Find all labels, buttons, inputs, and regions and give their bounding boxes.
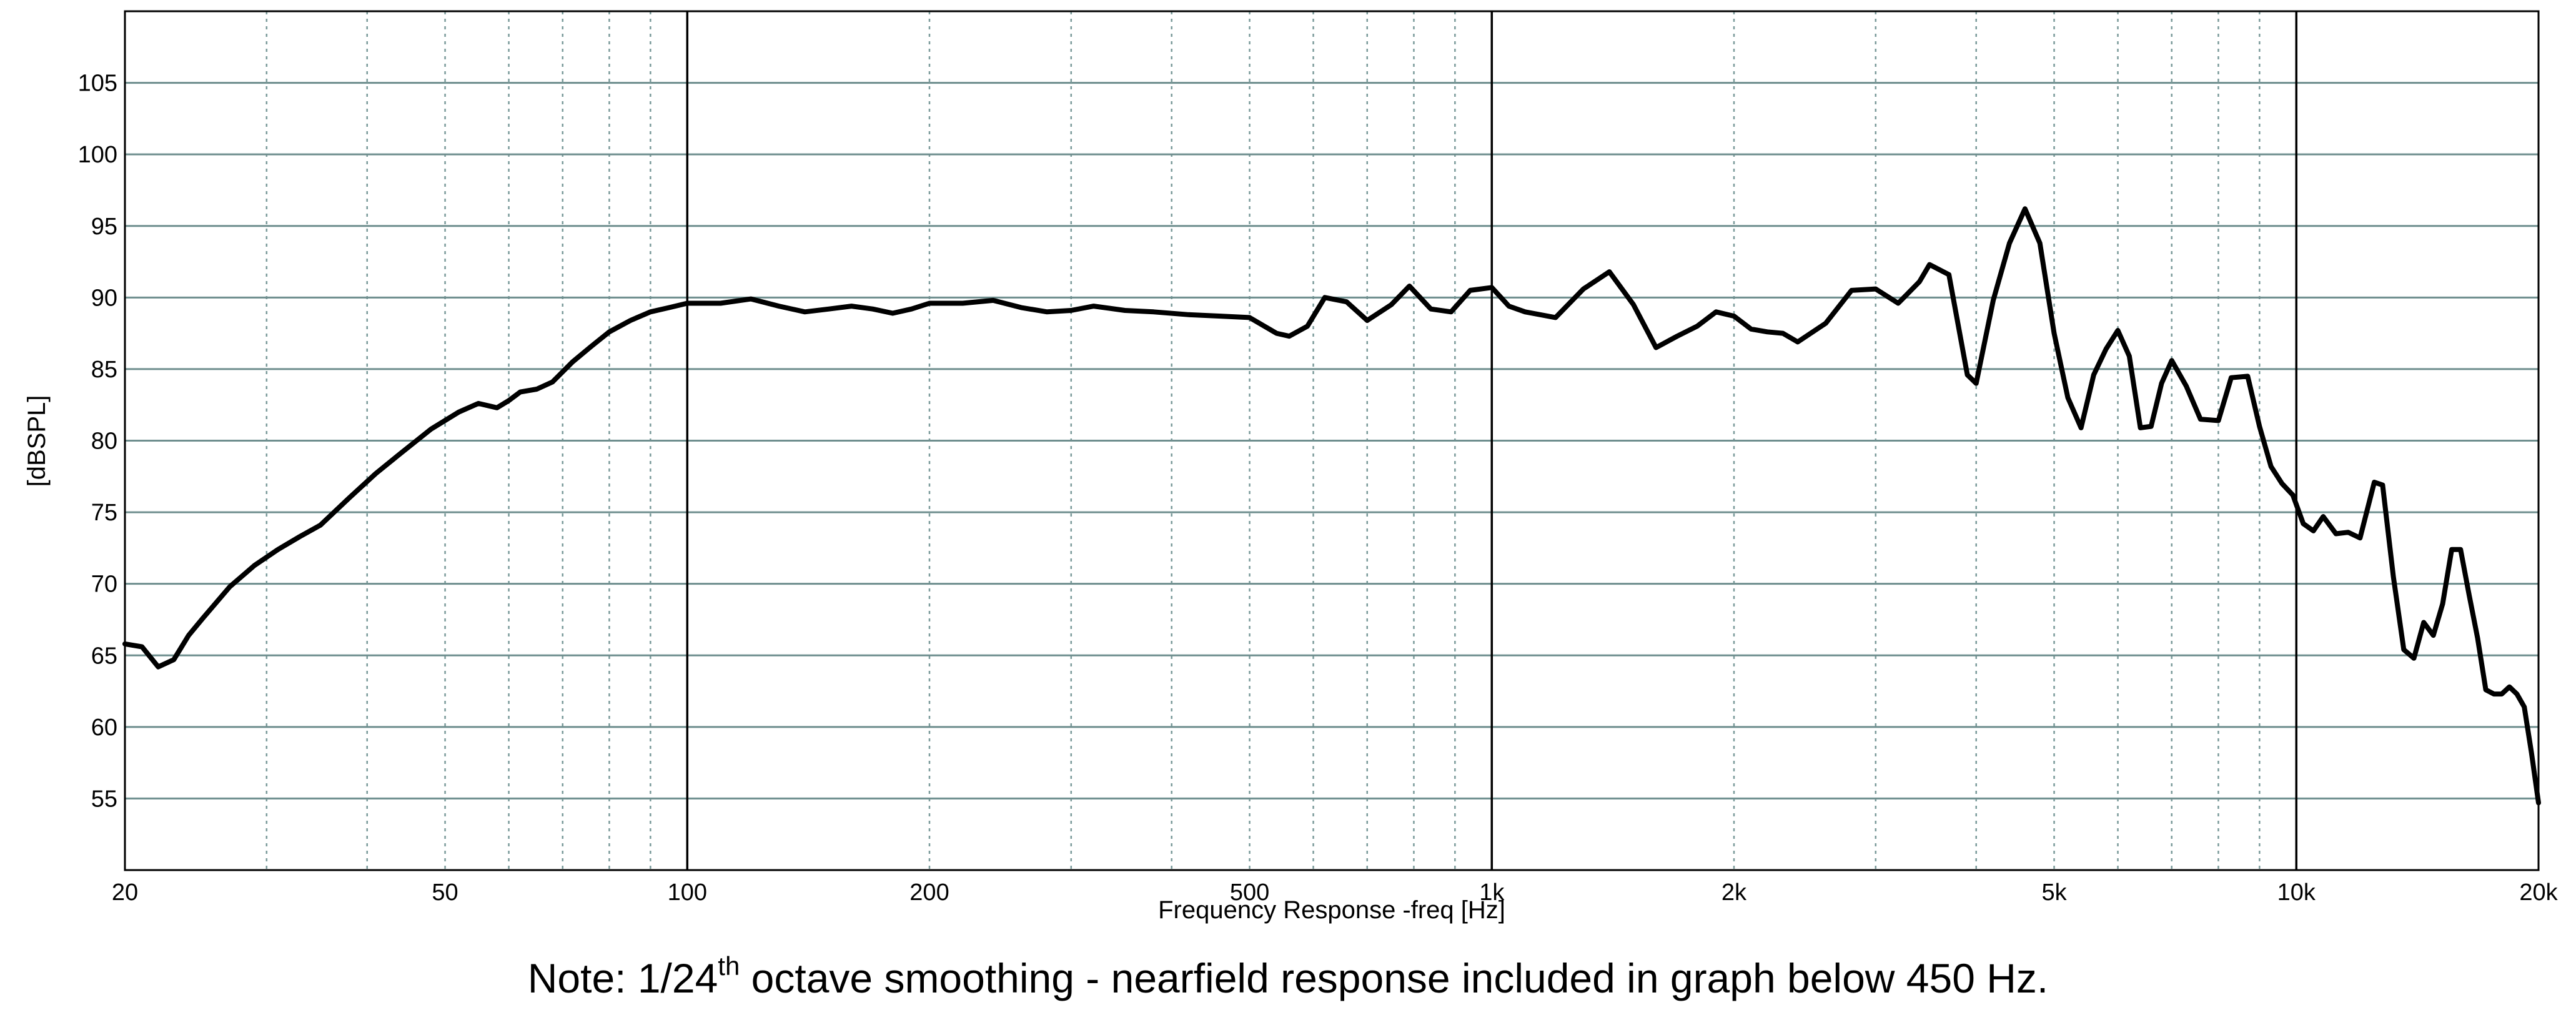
- y-tick-label: 100: [78, 142, 117, 168]
- x-tick-label: 2k: [1721, 879, 1747, 906]
- note-text-start: Note: 1/24: [527, 955, 718, 1001]
- y-tick-label: 85: [91, 357, 117, 383]
- y-tick-label: 75: [91, 500, 117, 526]
- y-axis-label: [dBSPL]: [23, 395, 51, 487]
- horizontal-grid: [125, 82, 2539, 800]
- plot-frame: [124, 10, 2540, 871]
- x-tick-label: 1k: [1479, 879, 1505, 906]
- y-tick-label: 70: [91, 572, 117, 598]
- decade-grid: [686, 11, 2298, 870]
- smoothing-note: Note: 1/24th octave smoothing - nearfiel…: [0, 951, 2576, 1002]
- y-tick-label: 65: [91, 643, 117, 669]
- y-tick-label: 60: [91, 715, 117, 741]
- x-tick-label: 20: [112, 879, 138, 906]
- x-tick-label: 10k: [2277, 879, 2316, 906]
- note-text-end: octave smoothing - nearfield response in…: [740, 955, 2049, 1001]
- series-line: [122, 206, 2541, 806]
- x-tick-label: 50: [432, 879, 458, 906]
- y-tick-label: 90: [91, 285, 117, 311]
- x-tick-label: 100: [668, 879, 707, 906]
- x-tick-label: 200: [909, 879, 949, 906]
- y-tick-label: 95: [91, 214, 117, 240]
- note-superscript: th: [718, 951, 740, 981]
- y-tick-labels: 55 60 65 70 75 80 85 90 95 100 105: [78, 71, 117, 813]
- y-tick-label: 55: [91, 786, 117, 812]
- x-tick-label: 20k: [2519, 879, 2558, 906]
- x-tick-label: 500: [1230, 879, 1269, 906]
- y-tick-label: 80: [91, 428, 117, 455]
- x-tick-label: 5k: [2041, 879, 2067, 906]
- y-tick-label: 105: [78, 71, 117, 97]
- x-axis-label: Frequency Response -freq [Hz]: [1158, 896, 1505, 924]
- x-tick-labels: 20 50 100 200 500 1k 2k 5k 10k 20k: [112, 879, 2559, 906]
